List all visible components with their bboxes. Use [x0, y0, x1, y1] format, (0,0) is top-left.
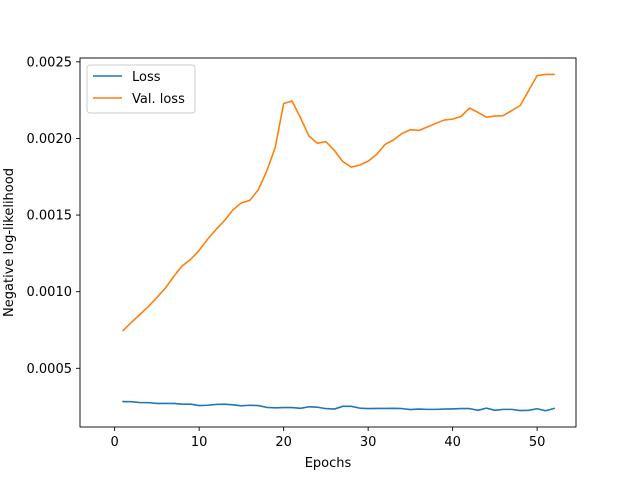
y-axis-label: Negative log-likelihood — [2, 168, 17, 317]
x-tick-label: 40 — [444, 435, 461, 450]
series-line-val-loss — [121, 73, 555, 332]
y-axis-ticks: 0.0005 0.0010 0.0015 0.0020 0.0025 — [27, 55, 80, 377]
x-tick-label: 30 — [360, 435, 377, 450]
y-tick-label: 0.0005 — [27, 362, 73, 377]
y-tick-label: 0.0015 — [27, 209, 73, 224]
x-tick-label: 50 — [529, 435, 546, 450]
legend-label-loss: Loss — [132, 70, 161, 85]
x-tick-label: 20 — [275, 435, 292, 450]
plot-area — [79, 57, 577, 428]
x-axis-label: Epochs — [305, 456, 352, 471]
x-tick-label: 0 — [111, 435, 119, 450]
y-tick-label: 0.0025 — [27, 55, 73, 70]
series-line-loss — [122, 400, 556, 412]
y-tick-label: 0.0020 — [27, 132, 73, 147]
x-tick-label: 10 — [191, 435, 208, 450]
y-tick-label: 0.0010 — [27, 285, 73, 300]
legend-label-val-loss: Val. loss — [132, 92, 185, 107]
axes-frame — [79, 57, 577, 428]
x-axis-ticks: 0 10 20 30 40 50 — [111, 427, 546, 450]
legend: Loss Val. loss — [86, 64, 196, 114]
legend-box — [86, 64, 196, 114]
